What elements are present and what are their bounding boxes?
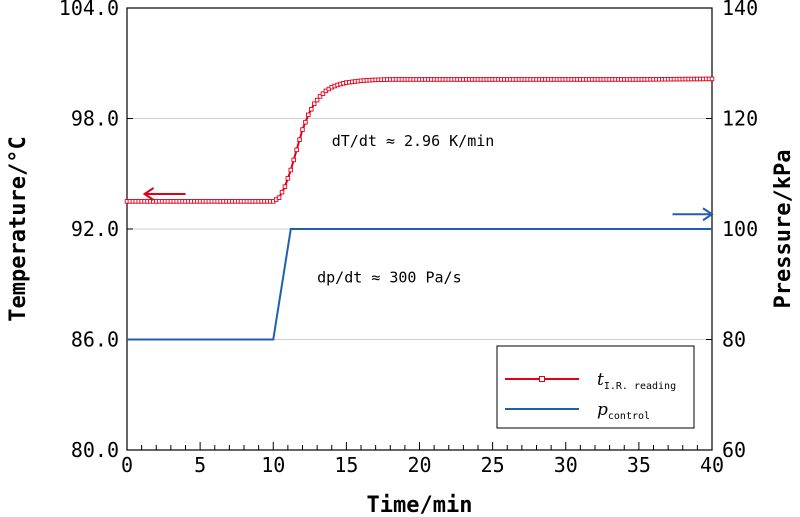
x-tick-label: 20: [407, 453, 431, 477]
annotation-pressure-rate: dp/dt ≈ 300 Pa/s: [317, 268, 462, 286]
y-left-tick-label: 92.0: [71, 217, 119, 241]
x-tick-label: 25: [481, 453, 505, 477]
data-point: [309, 107, 314, 112]
y-right-tick-label: 80: [722, 328, 746, 352]
data-point: [314, 97, 320, 103]
series-line-control: [127, 228, 712, 341]
legend-label-subscript: I.R. reading: [604, 381, 676, 392]
data-point: [320, 91, 326, 96]
x-tick-label: 40: [700, 453, 724, 477]
data-point: [294, 147, 299, 153]
legend: tI.R. reading pcontrol: [496, 345, 695, 429]
x-tick-label: 35: [627, 453, 651, 477]
data-point: [276, 195, 282, 200]
data-point: [303, 119, 308, 125]
legend-label: tI.R. reading: [597, 370, 676, 392]
data-point: [311, 101, 317, 107]
axis-arrow-head-left: [142, 187, 155, 201]
axis-arrow-head-right: [702, 207, 714, 222]
data-point: [285, 176, 291, 181]
x-tick-label: 30: [554, 453, 578, 477]
y-left-axis-title: Temperature/°C: [6, 136, 31, 321]
x-tick-label: 15: [334, 453, 358, 477]
data-point: [317, 94, 323, 99]
legend-label-subscript: control: [608, 411, 650, 422]
data-point: [291, 157, 296, 163]
x-axis-title: Time/min: [367, 493, 473, 517]
legend-box: [496, 345, 695, 429]
legend-label-symbol: t: [597, 370, 604, 390]
data-point: [306, 112, 311, 118]
y-right-tick-label: 60: [722, 438, 746, 462]
y-right-tick-label: 120: [722, 107, 758, 131]
data-point: [288, 167, 294, 173]
data-point: [282, 184, 288, 189]
y-left-tick-label: 86.0: [71, 328, 119, 352]
y-right-tick-label: 100: [722, 217, 758, 241]
legend-marker: [539, 376, 545, 382]
series-markers: [124, 76, 715, 204]
data-point: [279, 189, 285, 195]
y-left-tick-label: 80.0: [71, 438, 119, 462]
y-right-axis-title: Pressure/kPa: [771, 150, 796, 309]
x-tick-label: 10: [261, 453, 285, 477]
y-left-tick-label: 98.0: [71, 107, 119, 131]
y-left-tick-label: 104.0: [59, 0, 119, 20]
legend-label: pcontrol: [597, 400, 650, 422]
data-point: [300, 127, 305, 132]
x-tick-label: 5: [194, 453, 206, 477]
x-tick-label: 0: [121, 453, 133, 477]
y-right-tick-label: 140: [722, 0, 758, 20]
annotation-temperature-rate: dT/dt ≈ 2.96 K/min: [332, 132, 495, 150]
legend-label-symbol: p: [597, 400, 608, 420]
data-point: [297, 137, 302, 142]
data-point: [709, 76, 715, 82]
